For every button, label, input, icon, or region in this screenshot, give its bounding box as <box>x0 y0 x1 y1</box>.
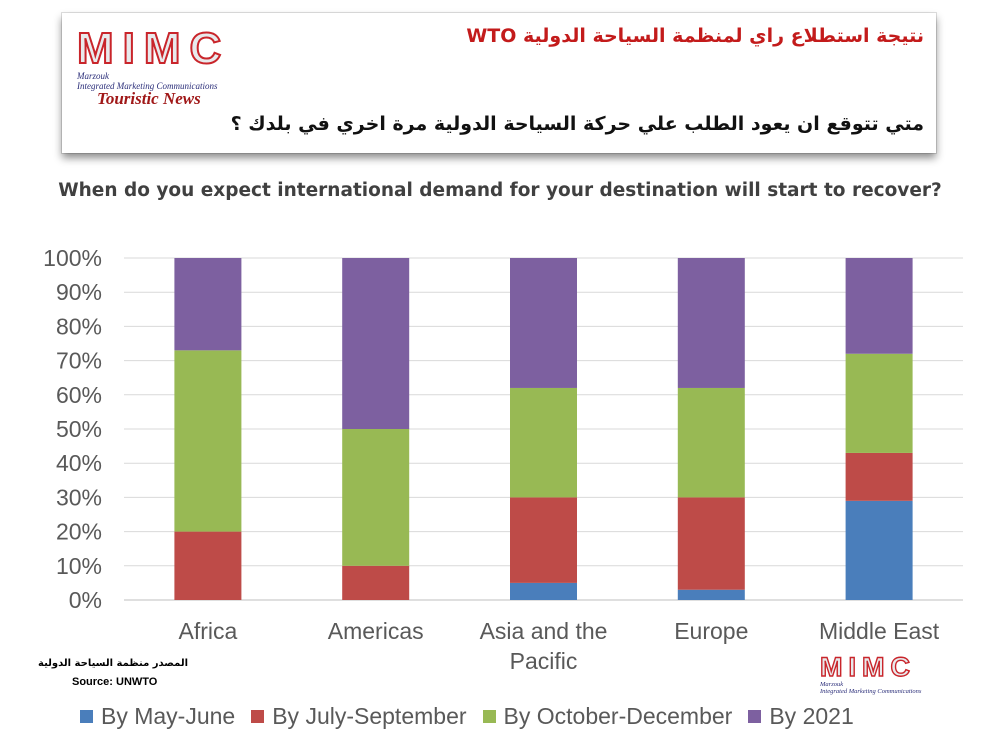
legend-item: By July-September <box>251 703 467 730</box>
bar-segment <box>845 452 913 501</box>
logo-small-subtitle-1: Marzouk <box>820 681 844 688</box>
logo-small-word: MIMC <box>819 652 916 682</box>
header-banner: MIMC Marzouk Integrated Marketing Commun… <box>62 13 936 153</box>
touristic-news-label: Touristic News <box>97 89 201 108</box>
bar-segment <box>342 429 410 566</box>
legend-label: By October-December <box>503 703 733 729</box>
y-tick-label: 10% <box>56 553 102 579</box>
y-tick-label: 20% <box>56 519 102 545</box>
legend-swatch <box>748 710 762 723</box>
logo-word: MIMC <box>76 24 231 73</box>
y-tick-label: 60% <box>56 382 102 408</box>
bar-segment <box>510 258 577 388</box>
x-tick-label: Asia and the <box>480 618 608 644</box>
bar-segment <box>174 350 242 532</box>
y-tick-label: 0% <box>69 587 102 613</box>
source-english: Source: UNWTO <box>72 676 158 688</box>
bar-segment <box>342 565 410 600</box>
legend-swatch <box>80 710 93 723</box>
arabic-title: نتيجة استطلاع راي لمنظمة السياحة الدولية… <box>466 25 924 47</box>
logo-subtitle-2: Integrated Marketing Communications <box>77 81 218 91</box>
y-tick-label: 70% <box>56 348 102 374</box>
x-tick-label: Pacific <box>510 648 578 674</box>
logo-small-subtitle-2: Integrated Marketing Communications <box>820 688 922 695</box>
bar-segment <box>845 500 913 600</box>
bar-segment <box>845 258 913 354</box>
x-tick-label: Americas <box>328 618 424 644</box>
legend-swatch <box>482 710 496 723</box>
x-tick-label: Middle East <box>819 618 940 644</box>
bar-segment <box>845 353 913 453</box>
bar-segment <box>174 258 242 351</box>
y-tick-label: 50% <box>56 416 102 442</box>
mimc-logo: MIMC Marzouk Integrated Marketing Commun… <box>76 24 252 92</box>
legend-label: By 2021 <box>769 703 854 729</box>
arabic-question: متي تتوقع ان يعود الطلب علي حركة السياحة… <box>230 113 924 135</box>
y-tick-label: 30% <box>56 484 102 510</box>
y-tick-label: 100% <box>43 245 102 271</box>
bar-segment <box>677 589 745 600</box>
bar-segment <box>174 531 242 600</box>
y-tick-label: 40% <box>56 450 102 476</box>
mimc-logo-small: MIMC Marzouk Integrated Marketing Commun… <box>819 652 940 695</box>
bar-segment <box>510 387 577 498</box>
logo-subtitle-1: Marzouk <box>77 71 109 81</box>
bar-segment <box>677 387 745 498</box>
legend-item: By 2021 <box>748 703 854 730</box>
source-arabic: المصدر منظمة السياحة الدولية <box>38 658 189 669</box>
legend-label: By May-June <box>101 703 236 729</box>
legend-item: By May-June <box>80 703 235 730</box>
legend-label: By July-September <box>272 703 467 729</box>
legend-item: By October-December <box>482 703 733 730</box>
y-tick-label: 80% <box>56 313 102 339</box>
x-tick-label: Africa <box>179 618 238 644</box>
bar-segment <box>677 497 745 590</box>
bar-segment <box>342 258 410 429</box>
survey-question: When do you expect international demand … <box>58 180 942 201</box>
chart-legend: By May-June By July-September By October-D… <box>80 703 870 730</box>
x-tick-label: Europe <box>674 618 748 644</box>
legend-swatch <box>251 710 265 723</box>
bar-segment <box>677 258 745 388</box>
y-tick-label: 90% <box>56 279 102 305</box>
bar-segment <box>510 497 577 583</box>
bar-segment <box>510 582 577 600</box>
